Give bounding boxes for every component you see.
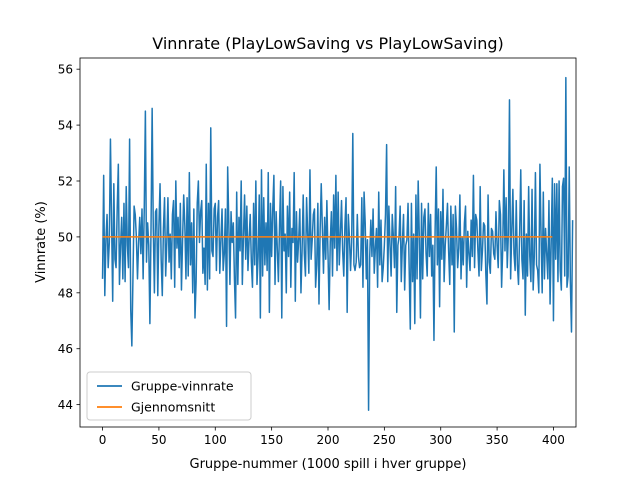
x-tick-label-150: 150 [260,433,283,447]
y-tick-label-44: 44 [58,398,73,412]
x-tick-label-50: 50 [151,433,166,447]
axes: 0 50 100 150 200 250 300 350 400 44 46 48 50 52 54 56 [58,57,577,447]
y-tick-label-52: 52 [58,175,73,189]
x-axis-label: Gruppe-nummer (1000 spill i hver gruppe) [190,457,467,472]
x-tick-label-0: 0 [99,433,107,447]
legend: Gruppe-vinnrate Gjennomsnitt [86,371,252,421]
plot-area [101,76,574,411]
x-tick-label-300: 300 [429,433,452,447]
x-tick-label-400: 400 [542,433,565,447]
legend-box [86,371,252,421]
x-tick-label-350: 350 [486,433,509,447]
x-tick-label-250: 250 [373,433,396,447]
y-axis-label: Vinnrate (%) [34,201,49,283]
series-line-1 [101,76,574,411]
x-tick-label-100: 100 [204,433,227,447]
y-tick-label-54: 54 [58,119,73,133]
x-tick-label-200: 200 [317,433,340,447]
legend-label-2: Gjennomsnitt [131,400,215,415]
y-tick-label-46: 46 [58,342,73,356]
y-tick-label-50: 50 [58,230,73,244]
y-tick-label-56: 56 [58,63,73,77]
y-tick-label-48: 48 [58,286,73,300]
chart-title: Vinnrate (PlayLowSaving vs PlayLowSaving… [152,34,503,53]
legend-label-1: Gruppe-vinnrate [131,379,234,394]
